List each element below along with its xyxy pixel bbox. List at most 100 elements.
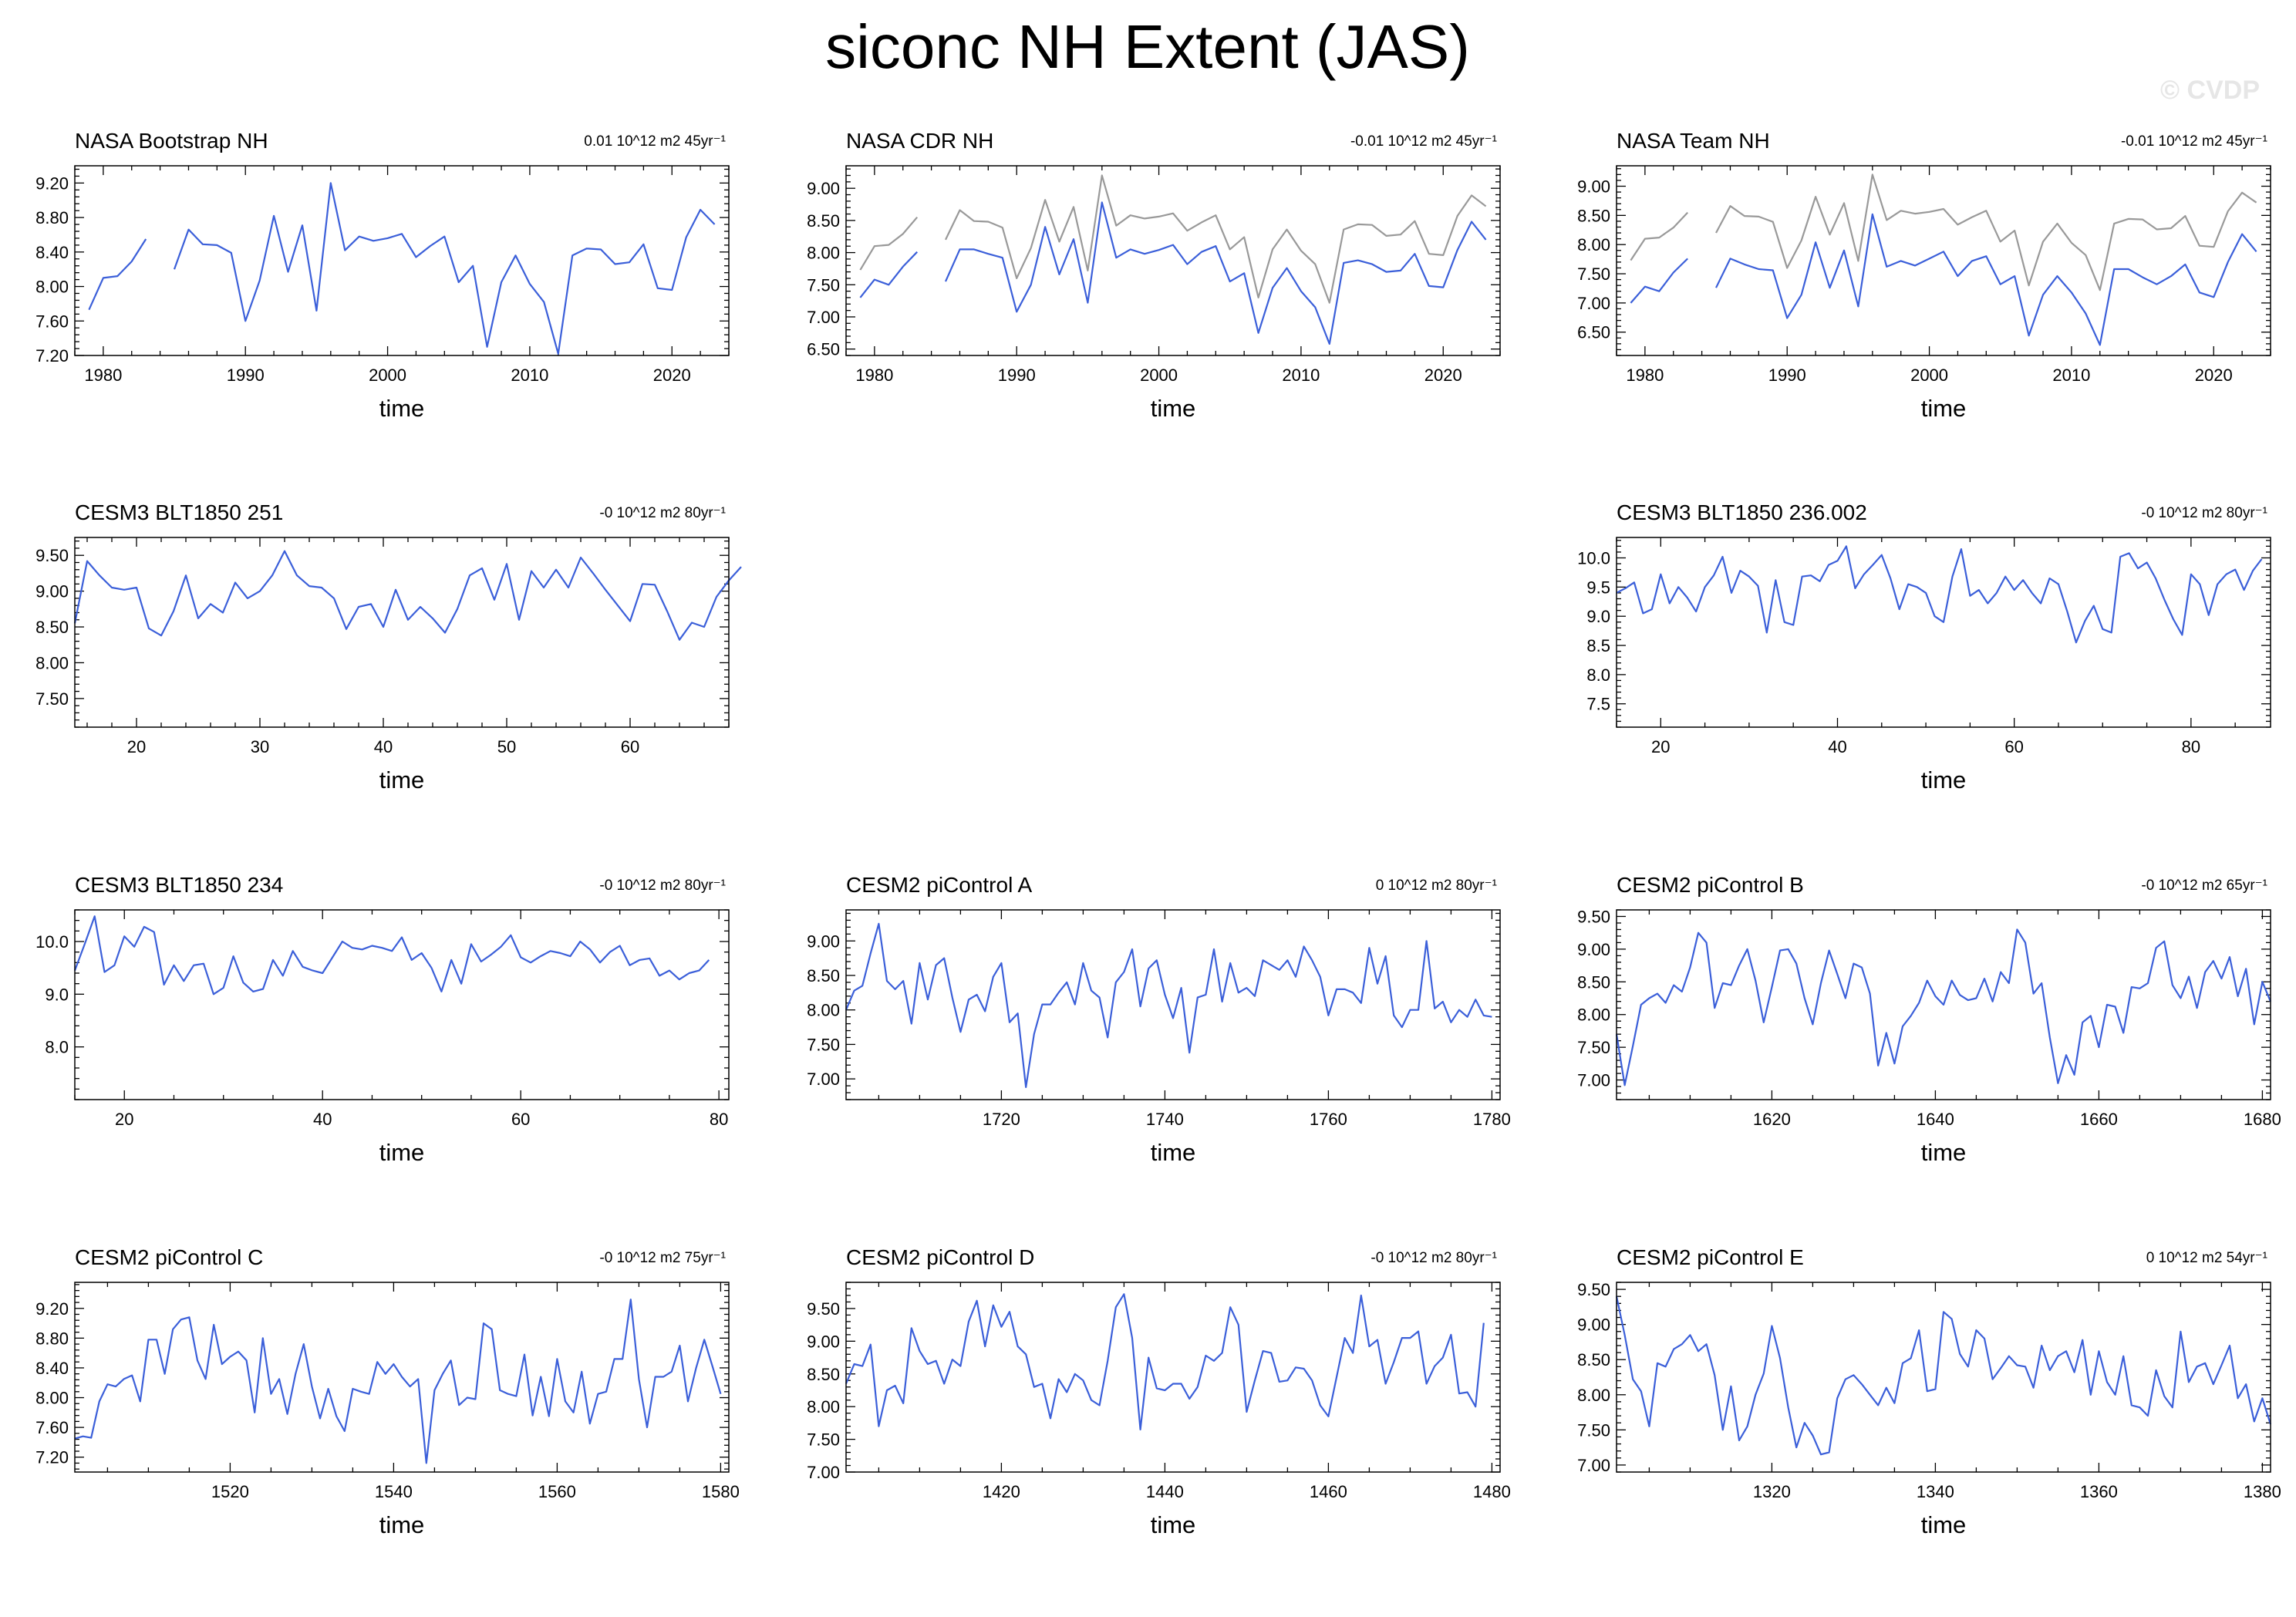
- y-tick-label: 9.5: [1586, 578, 1610, 597]
- y-tick-label: 9.00: [1577, 177, 1610, 196]
- x-tick-label: 1780: [1473, 1110, 1511, 1129]
- y-tick-label: 7.00: [1577, 1071, 1610, 1090]
- y-tick-label: 7.00: [1577, 294, 1610, 313]
- y-tick-label: 8.5: [1586, 636, 1610, 655]
- figure-title: siconc NH Extent (JAS): [825, 12, 1470, 81]
- panel-title: CESM3 BLT1850 251: [75, 500, 283, 524]
- plot-frame: [1616, 537, 2271, 728]
- y-tick-label: 7.50: [807, 1035, 840, 1054]
- y-tick-label: 9.20: [35, 173, 69, 193]
- x-tick-label: 2000: [1140, 366, 1178, 385]
- panel-grid: NASA Bootstrap NH 0.01 10^12 m2 45yr⁻¹ 7.2…: [35, 129, 2281, 1538]
- x-axis-title: time: [1151, 395, 1196, 422]
- plot-frame: [1616, 1282, 2271, 1473]
- series-line: [1630, 258, 1688, 304]
- y-tick-label: 7.5: [1586, 695, 1610, 714]
- x-tick-label: 1980: [1626, 366, 1664, 385]
- x-tick-label: 2020: [1424, 366, 1462, 385]
- y-tick-label: 9.0: [1586, 607, 1610, 626]
- plot-frame: [1616, 165, 2271, 356]
- panel-title: NASA CDR NH: [846, 129, 993, 153]
- trend-label: -0 10^12 m2 80yr⁻¹: [599, 878, 726, 894]
- trend-label: 0 10^12 m2 54yr⁻¹: [2146, 1250, 2267, 1266]
- y-tick-label: 8.00: [807, 1001, 840, 1020]
- x-tick-label: 40: [374, 737, 393, 756]
- y-tick-label: 9.00: [1577, 1315, 1610, 1335]
- series-line: [74, 1299, 722, 1464]
- y-tick-label: 7.60: [35, 312, 69, 331]
- trend-label: -0 10^12 m2 65yr⁻¹: [2141, 878, 2267, 894]
- x-tick-label: 2010: [511, 366, 548, 385]
- y-tick-label: 7.50: [1577, 264, 1610, 284]
- series-line: [73, 550, 742, 641]
- x-tick-label: 1990: [998, 366, 1036, 385]
- y-tick-label: 8.80: [35, 208, 69, 227]
- x-tick-label: 30: [251, 737, 269, 756]
- panel-title: CESM2 piControl A: [846, 873, 1033, 897]
- plot-frame: [1616, 909, 2271, 1100]
- trend-label: -0 10^12 m2 80yr⁻¹: [2141, 505, 2267, 521]
- plot-frame: [74, 1282, 730, 1473]
- y-tick-label: 9.00: [1577, 940, 1610, 959]
- panel-title: CESM2 piControl C: [75, 1245, 263, 1269]
- x-tick-label: 1520: [211, 1482, 249, 1501]
- x-tick-label: 1980: [855, 366, 893, 385]
- panel-title: NASA Bootstrap NH: [75, 129, 268, 153]
- chart-panel: NASA Team NH -0.01 10^12 m2 45yr⁻¹ 6.50 7.0…: [1577, 129, 2271, 422]
- x-tick-label: 40: [1828, 737, 1846, 756]
- x-tick-label: 1540: [375, 1482, 413, 1501]
- panel-title: CESM2 piControl B: [1617, 873, 1804, 897]
- x-tick-label: 60: [2004, 737, 2023, 756]
- trend-label: 0 10^12 m2 80yr⁻¹: [1376, 878, 1497, 894]
- y-tick-label: 8.00: [1577, 235, 1610, 254]
- x-tick-label: 1680: [2244, 1110, 2281, 1129]
- y-tick-label: 8.50: [1577, 1350, 1610, 1369]
- y-tick-label: 8.00: [35, 278, 69, 297]
- x-tick-label: 1660: [2080, 1110, 2118, 1129]
- x-tick-label: 1420: [983, 1482, 1020, 1501]
- series-line: [1616, 545, 2263, 644]
- series-line: [1715, 173, 2257, 291]
- x-axis-title: time: [379, 1139, 425, 1166]
- y-tick-label: 9.0: [45, 985, 69, 1004]
- x-tick-label: 20: [127, 737, 146, 756]
- y-tick-label: 7.50: [807, 275, 840, 295]
- x-tick-label: 1580: [702, 1482, 740, 1501]
- series-line: [945, 174, 1487, 304]
- trend-label: -0 10^12 m2 80yr⁻¹: [599, 505, 726, 521]
- x-tick-label: 1460: [1310, 1482, 1347, 1501]
- y-tick-label: 7.20: [35, 1448, 69, 1467]
- x-tick-label: 1480: [1473, 1482, 1511, 1501]
- series-line: [173, 182, 716, 355]
- chart-panel: CESM3 BLT1850 251 -0 10^12 m2 80yr⁻¹ 7.50 8…: [35, 500, 742, 793]
- y-tick-label: 6.50: [1577, 323, 1610, 342]
- chart-panel: CESM2 piControl B -0 10^12 m2 65yr⁻¹ 7.00 7…: [1577, 873, 2281, 1166]
- y-tick-label: 7.00: [807, 1463, 840, 1482]
- y-tick-label: 8.40: [35, 243, 69, 262]
- chart-panel: CESM3 BLT1850 236.002 -0 10^12 m2 80yr⁻¹ 7…: [1577, 500, 2271, 793]
- x-axis-title: time: [1151, 1139, 1196, 1166]
- x-tick-label: 2020: [653, 366, 691, 385]
- y-tick-label: 8.00: [1577, 1386, 1610, 1405]
- y-tick-label: 8.50: [1577, 972, 1610, 992]
- series-line: [859, 216, 919, 271]
- y-tick-label: 7.20: [35, 346, 69, 366]
- panel-title: CESM2 piControl E: [1617, 1245, 1804, 1269]
- y-tick-label: 8.00: [807, 244, 840, 263]
- watermark: © CVDP: [2160, 76, 2260, 105]
- y-tick-label: 8.80: [35, 1329, 69, 1348]
- trend-label: -0.01 10^12 m2 45yr⁻¹: [1350, 133, 1497, 150]
- y-tick-label: 9.00: [807, 931, 840, 951]
- x-tick-label: 80: [2182, 737, 2200, 756]
- y-tick-label: 8.00: [1577, 1006, 1610, 1025]
- trend-label: -0.01 10^12 m2 45yr⁻¹: [2121, 133, 2267, 150]
- plot-frame: [845, 165, 1501, 356]
- series-line: [859, 251, 918, 298]
- series-line: [944, 201, 1487, 345]
- y-tick-label: 8.50: [807, 966, 840, 985]
- y-tick-label: 9.00: [35, 582, 69, 601]
- x-tick-label: 1720: [983, 1110, 1020, 1129]
- x-tick-label: 1740: [1146, 1110, 1184, 1129]
- x-tick-label: 60: [621, 737, 639, 756]
- y-tick-label: 8.50: [1577, 206, 1610, 225]
